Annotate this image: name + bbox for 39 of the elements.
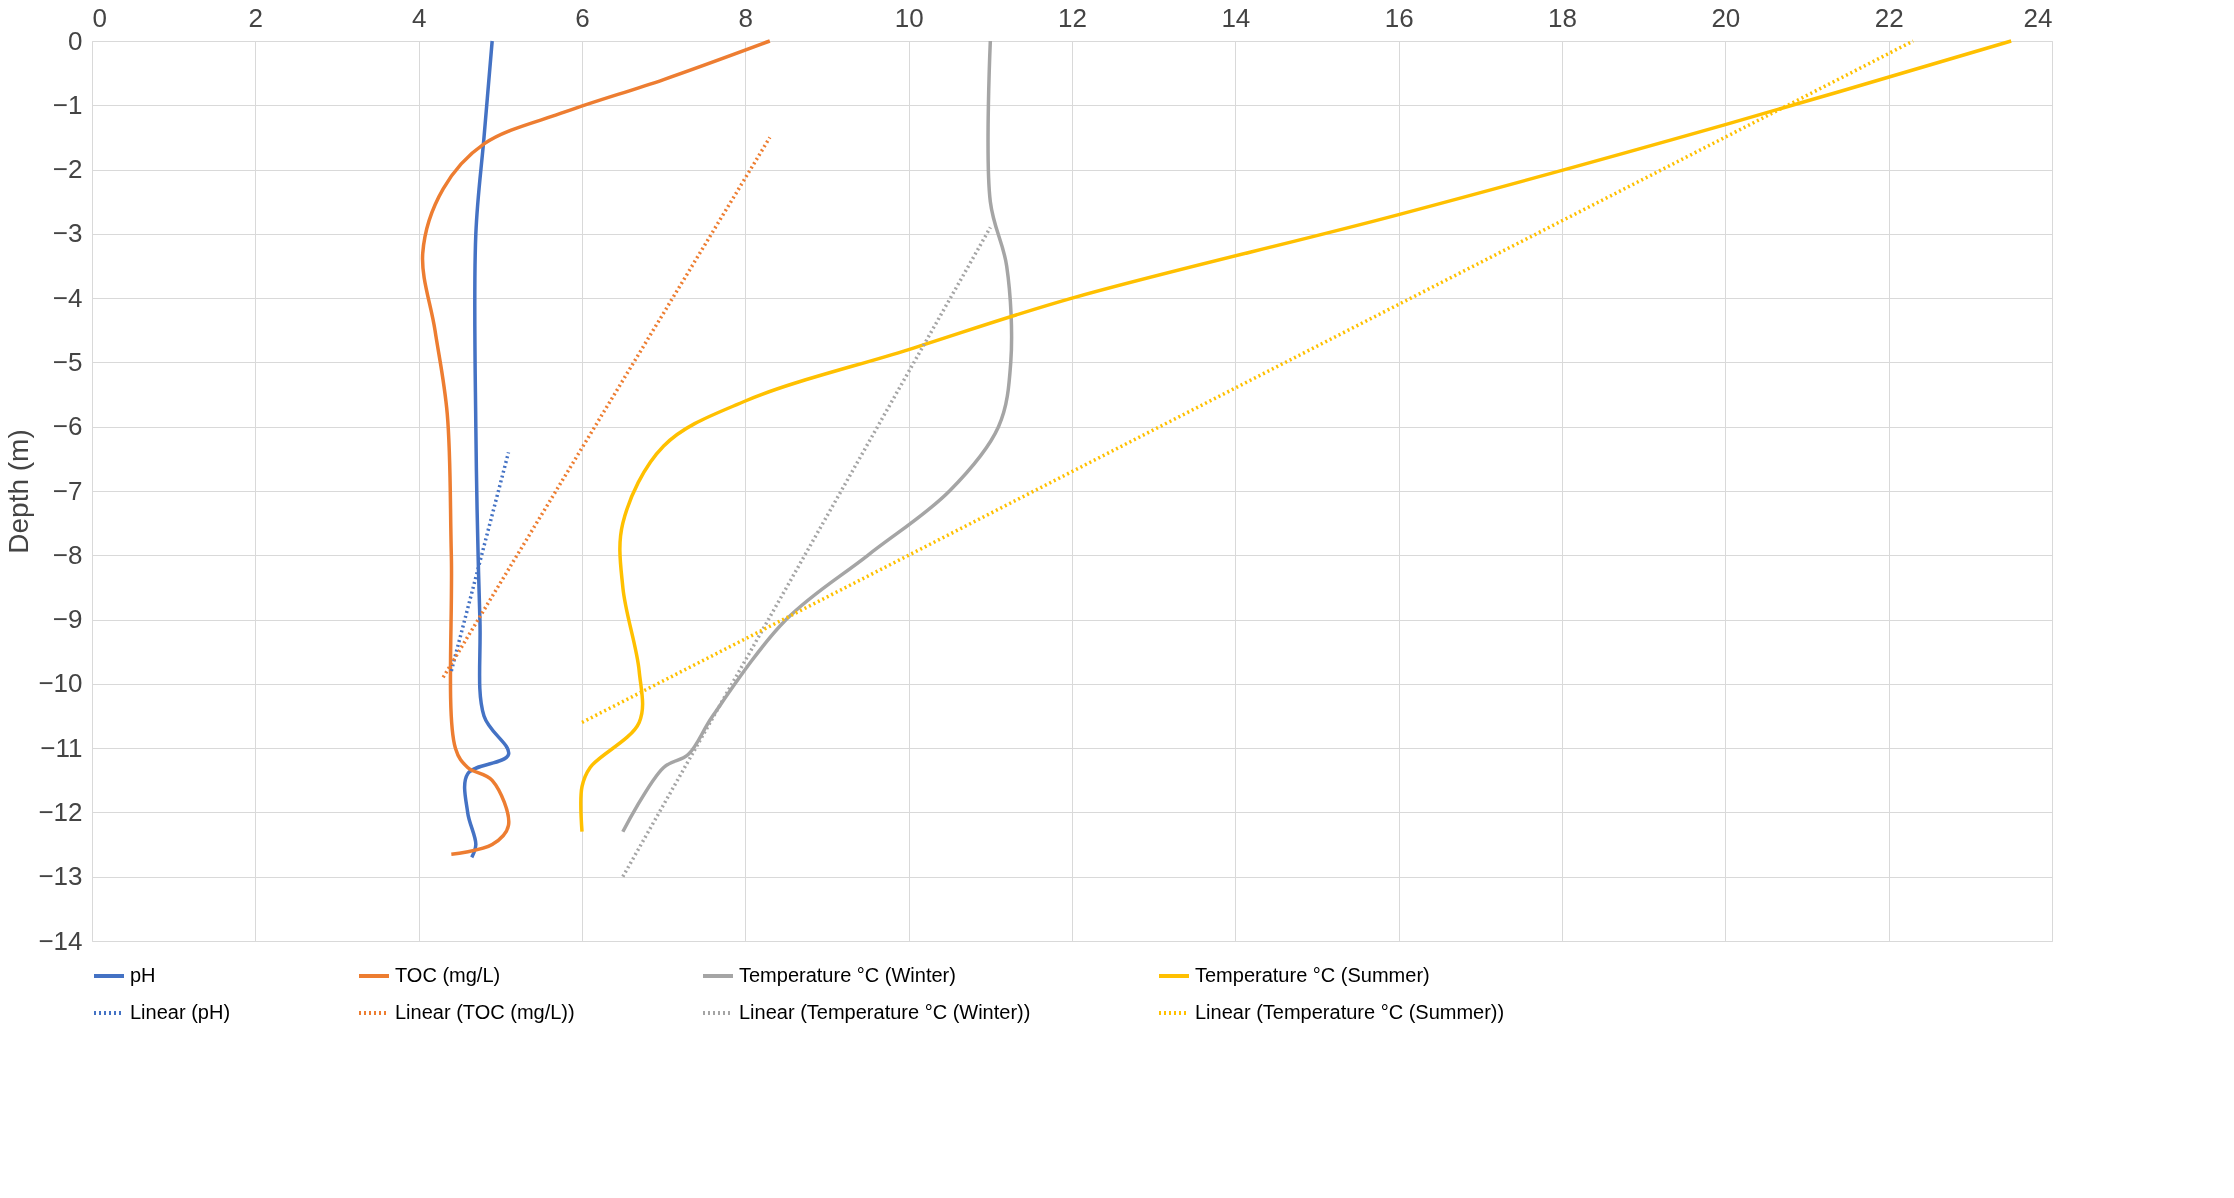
x-tick-label: 10 — [894, 2, 924, 33]
x-tick-label: 6 — [575, 2, 590, 33]
x-tick-label: 0 — [92, 2, 107, 33]
y-tick-label: −6 — [52, 411, 83, 442]
y-tick-label: −14 — [38, 925, 83, 956]
y-tick-label: −10 — [38, 668, 83, 699]
y-tick-label: −1 — [52, 89, 83, 120]
legend-label: Linear (TOC (mg/L)) — [395, 1001, 575, 1023]
y-tick-label: −7 — [52, 475, 83, 506]
legend-label: Linear (Temperature °C (Summer)) — [1195, 1001, 1505, 1023]
y-tick-label: −12 — [38, 796, 83, 827]
y-tick-label: −9 — [52, 604, 83, 635]
y-tick-label: −5 — [52, 346, 83, 377]
x-tick-label: 8 — [738, 2, 754, 33]
y-tick-label: −2 — [52, 154, 83, 185]
y-tick-label: −11 — [40, 732, 83, 763]
y-tick-label: −4 — [52, 282, 83, 313]
x-tick-label: 20 — [1711, 2, 1741, 33]
y-tick-label: −8 — [52, 539, 83, 570]
x-tick-label: 2 — [248, 2, 264, 33]
x-tick-label: 14 — [1221, 2, 1251, 33]
y-axis-title: Depth (m) — [3, 429, 35, 554]
y-tick-label: −3 — [52, 218, 83, 249]
x-tick-label: 18 — [1548, 2, 1577, 33]
legend-label: Temperature °C (Summer) — [1195, 964, 1430, 986]
legend-label: Temperature °C (Winter) — [739, 964, 956, 986]
legend-label: Linear (pH) — [130, 1001, 231, 1023]
x-tick-label: 12 — [1058, 2, 1087, 33]
x-tick-label: 24 — [2023, 2, 2053, 33]
x-tick-label: 4 — [411, 2, 427, 33]
legend-label: Linear (Temperature °C (Winter)) — [739, 1001, 1031, 1023]
x-tick-label: 16 — [1384, 2, 1414, 33]
y-tick-label: −13 — [38, 861, 83, 892]
line-series — [579, 39, 2013, 834]
y-tick-label: 0 — [68, 25, 83, 56]
line-series — [420, 39, 772, 856]
legend-label: TOC (mg/L) — [395, 964, 501, 986]
legend-label: pH — [130, 964, 156, 986]
x-tick-label: 22 — [1874, 2, 1904, 33]
